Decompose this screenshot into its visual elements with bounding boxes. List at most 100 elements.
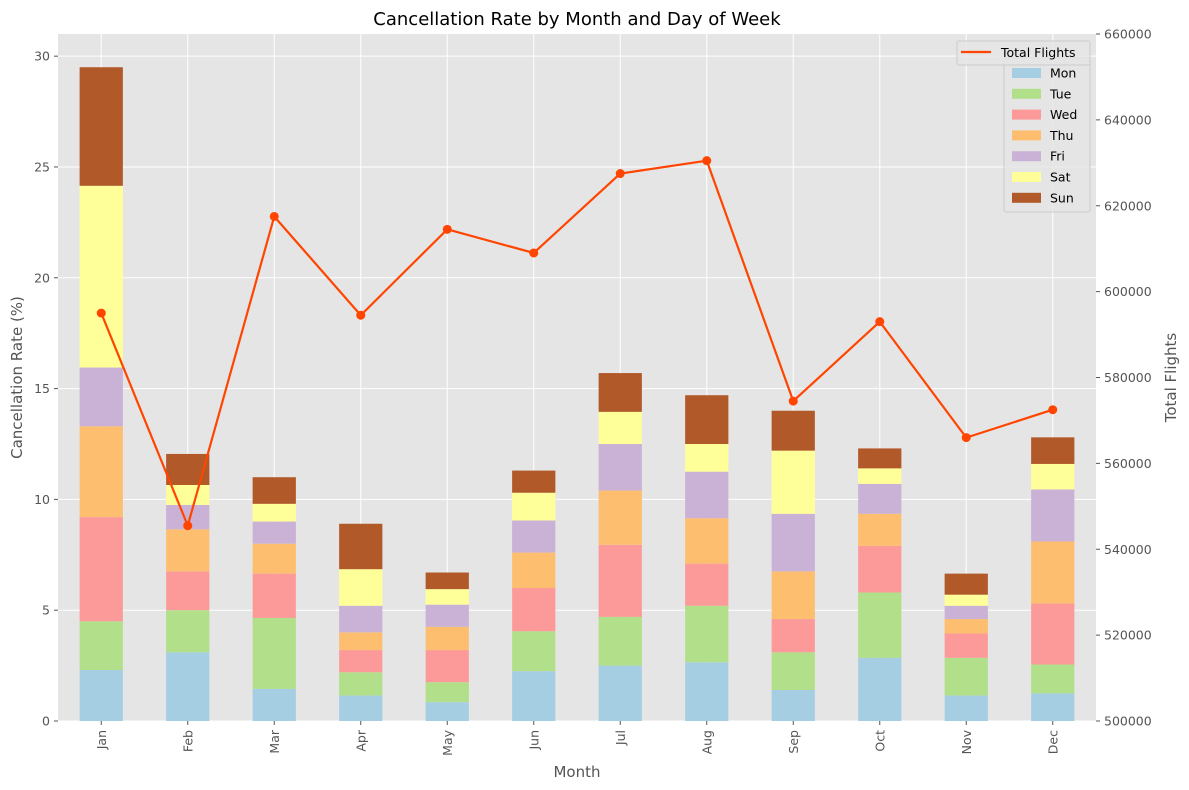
x-tick-label: Feb (180, 730, 195, 752)
bar-mon-oct (858, 657, 902, 721)
bar-sun-mar (252, 477, 296, 504)
total-flights-point-dec (1048, 405, 1058, 415)
y2-axis-label: Total Flights (1162, 333, 1180, 424)
bar-mon-jan (79, 670, 123, 721)
y-tick-label: 20 (34, 270, 50, 285)
y-tick-label: 5 (42, 603, 50, 618)
x-tick-label: Jun (526, 730, 541, 751)
bar-mon-apr (339, 695, 383, 721)
bar-mon-nov (944, 695, 988, 721)
y-tick-label: 25 (34, 159, 50, 174)
bar-sun-nov (944, 573, 988, 595)
bar-sat-oct (858, 468, 902, 484)
total-flights-point-jun (529, 248, 539, 258)
bar-wed-jun (512, 588, 556, 632)
y2-tick-label: 520000 (1104, 628, 1152, 643)
legend-label-total-flights: Total Flights (1000, 45, 1076, 60)
bar-thu-dec (1031, 541, 1075, 604)
bar-sat-sep (771, 450, 815, 514)
bar-thu-may (425, 626, 469, 651)
bar-thu-aug (685, 518, 729, 564)
bar-thu-jul (598, 490, 642, 545)
bar-fri-nov (944, 605, 988, 620)
legend-swatch-wed (1012, 109, 1041, 120)
x-tick-label: Nov (959, 729, 974, 754)
bar-sun-may (425, 572, 469, 590)
total-flights-point-oct (875, 317, 885, 327)
bar-sat-aug (685, 443, 729, 472)
bar-thu-jan (79, 426, 123, 518)
chart-title: Cancellation Rate by Month and Day of We… (373, 9, 781, 30)
total-flights-point-feb (183, 521, 193, 531)
x-tick-label: Aug (699, 730, 714, 754)
bar-thu-oct (858, 513, 902, 546)
legend-swatch-sun (1012, 192, 1041, 203)
total-flights-point-jul (615, 169, 625, 179)
bar-wed-feb (166, 571, 210, 611)
bar-tue-oct (858, 592, 902, 658)
total-flights-point-apr (356, 310, 366, 320)
bar-sat-jan (79, 185, 123, 368)
legend: Mon Tue Wed Thu Fri Sat Sun Total Flights (956, 40, 1091, 213)
plot-area (58, 34, 1096, 721)
legend-label-tue: Tue (1049, 86, 1072, 101)
x-tick-label: May (440, 729, 455, 755)
bar-fri-jul (598, 443, 642, 491)
y2-tick-label: 540000 (1104, 542, 1152, 557)
bar-mon-feb (166, 652, 210, 721)
bar-mon-jul (598, 665, 642, 721)
bar-tue-jun (512, 631, 556, 672)
legend-label-sat: Sat (1050, 170, 1071, 185)
x-tick-label: Jan (94, 730, 109, 750)
bar-sun-dec (1031, 437, 1075, 464)
y-tick-label: 0 (42, 714, 50, 729)
bar-tue-aug (685, 605, 729, 663)
bar-wed-jul (598, 544, 642, 617)
bar-sat-mar (252, 503, 296, 522)
x-axis-label: Month (553, 763, 600, 781)
bar-sat-jun (512, 492, 556, 521)
bar-sun-aug (685, 395, 729, 444)
legend-label-wed: Wed (1050, 107, 1077, 122)
x-tick-label: Dec (1045, 730, 1060, 754)
total-flights-line (96, 156, 1058, 531)
bar-thu-apr (339, 632, 383, 651)
bar-wed-may (425, 650, 469, 683)
y2-tick-label: 600000 (1104, 284, 1152, 299)
legend-label-fri: Fri (1050, 149, 1065, 164)
bar-mon-may (425, 702, 469, 721)
bar-sun-apr (339, 523, 383, 570)
bar-tue-jul (598, 616, 642, 666)
bar-wed-dec (1031, 603, 1075, 665)
legend-label-sun: Sun (1050, 190, 1074, 205)
bar-fri-aug (685, 471, 729, 519)
bar-mon-mar (252, 688, 296, 721)
bar-tue-nov (944, 657, 988, 696)
y2-tick-label: 500000 (1104, 714, 1152, 729)
bar-thu-nov (944, 619, 988, 634)
line-legend-box (956, 40, 1091, 66)
y2-tick-label: 660000 (1104, 27, 1152, 42)
bar-wed-apr (339, 650, 383, 673)
bar-wed-oct (858, 545, 902, 593)
y2-tick-label: 620000 (1104, 198, 1152, 213)
bar-tue-dec (1031, 664, 1075, 694)
bar-sat-jul (598, 411, 642, 444)
bar-sun-jul (598, 373, 642, 412)
bar-wed-aug (685, 563, 729, 606)
bar-fri-jun (512, 520, 556, 553)
bar-sat-dec (1031, 463, 1075, 490)
bar-fri-jan (79, 367, 123, 427)
bar-thu-sep (771, 571, 815, 620)
x-tick-label: Mar (267, 729, 282, 753)
legend-swatch-fri (1012, 151, 1041, 162)
legend-label-thu: Thu (1049, 128, 1073, 143)
total-flights-point-nov (961, 433, 971, 443)
total-flights-point-mar (269, 211, 279, 221)
bar-sun-feb (166, 453, 210, 485)
bar-sat-nov (944, 594, 988, 606)
y2-tick-label: 640000 (1104, 112, 1152, 127)
total-flights-point-aug (702, 156, 712, 166)
bar-fri-apr (339, 605, 383, 633)
